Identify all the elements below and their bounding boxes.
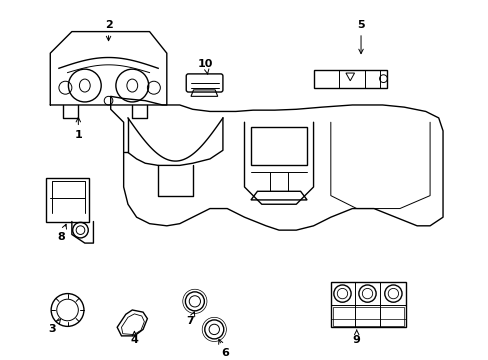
Bar — [330, 282, 406, 327]
Text: 9: 9 — [352, 330, 360, 345]
Text: 10: 10 — [198, 59, 213, 75]
Bar — [250, 127, 306, 165]
Text: 1: 1 — [74, 117, 82, 140]
Bar — [332, 306, 404, 326]
Text: 3: 3 — [48, 319, 61, 334]
Text: 6: 6 — [218, 339, 228, 358]
Text: 5: 5 — [357, 20, 364, 54]
Text: 4: 4 — [130, 331, 138, 345]
Text: 2: 2 — [104, 20, 112, 41]
Text: 7: 7 — [186, 312, 194, 326]
Bar — [313, 69, 386, 88]
Text: 8: 8 — [57, 224, 66, 242]
